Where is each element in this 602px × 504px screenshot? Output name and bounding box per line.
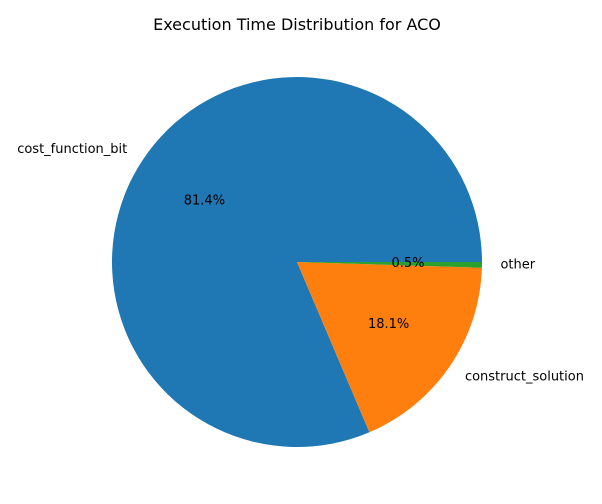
pie-labels: cost_function_bit 81.4% construct_solution… bbox=[17, 142, 584, 384]
pie-pct-label-other: 0.5% bbox=[391, 256, 424, 271]
pie-slice-cost-function-bit bbox=[112, 77, 482, 448]
chart-title: Execution Time Distribution for ACO bbox=[153, 15, 441, 34]
pie-pct-label-construct-solution: 18.1% bbox=[368, 317, 409, 332]
pie-slices bbox=[112, 77, 482, 448]
pie-slice-other bbox=[297, 262, 482, 268]
pie-pct-label-cost-function-bit: 81.4% bbox=[184, 193, 225, 208]
pie-label-cost-function-bit: cost_function_bit bbox=[17, 142, 127, 157]
pie-label-other: other bbox=[500, 258, 535, 273]
pie-slice-construct-solution bbox=[297, 262, 482, 433]
pie-label-construct-solution: construct_solution bbox=[465, 369, 584, 384]
